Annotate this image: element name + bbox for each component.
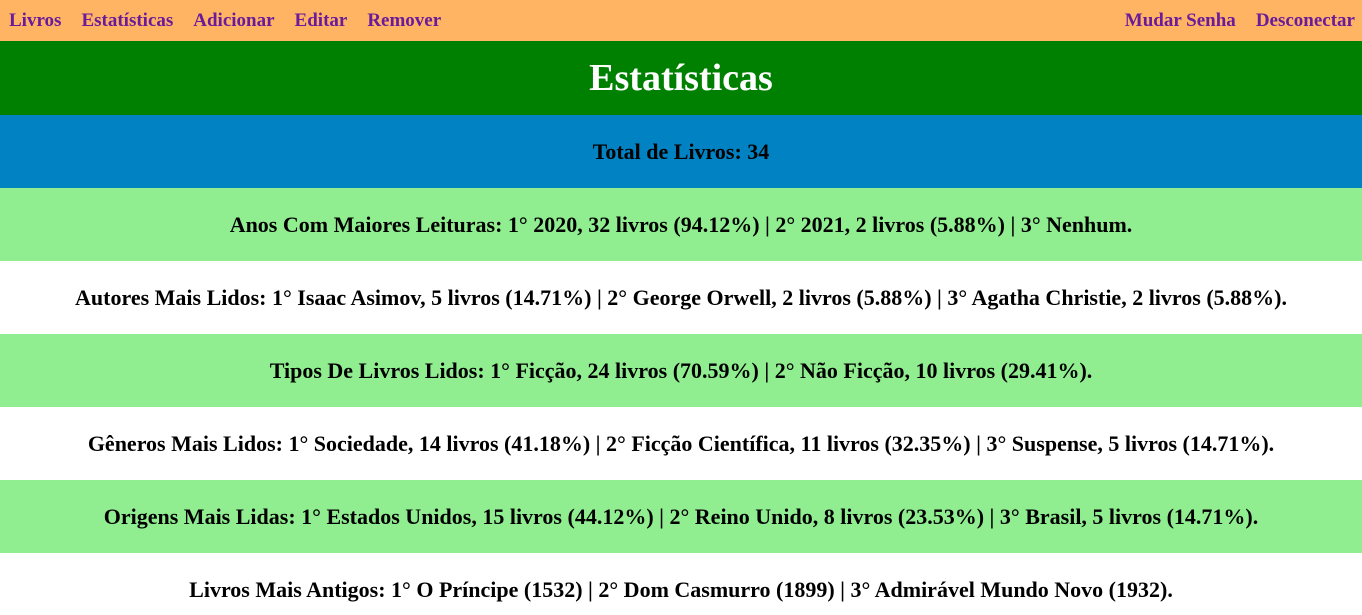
- stat-text-livros-antigos: Livros Mais Antigos: 1° O Príncipe (1532…: [189, 576, 1173, 602]
- nav-link-editar[interactable]: Editar: [294, 9, 348, 31]
- stat-row-generos: Gêneros Mais Lidos: 1° Sociedade, 14 liv…: [0, 407, 1362, 480]
- stat-row-livros-antigos: Livros Mais Antigos: 1° O Príncipe (1532…: [0, 553, 1362, 615]
- nav-link-estatisticas[interactable]: Estatísticas: [81, 9, 174, 31]
- nav-right-group: Mudar Senha Desconectar: [1125, 10, 1355, 32]
- stat-text-autores: Autores Mais Lidos: 1° Isaac Asimov, 5 l…: [75, 284, 1287, 310]
- nav-left-group: Livros Estatísticas Adicionar Editar Rem…: [9, 10, 441, 32]
- nav-link-adicionar[interactable]: Adicionar: [193, 9, 275, 31]
- stat-text-tipos: Tipos De Livros Lidos: 1° Ficção, 24 liv…: [269, 357, 1093, 383]
- page-title: Estatísticas: [589, 57, 773, 99]
- stats-list: Anos Com Maiores Leituras: 1° 2020, 32 l…: [0, 188, 1362, 615]
- nav-link-mudar-senha[interactable]: Mudar Senha: [1124, 9, 1236, 31]
- stat-row-origens: Origens Mais Lidas: 1° Estados Unidos, 1…: [0, 480, 1362, 553]
- stat-row-autores: Autores Mais Lidos: 1° Isaac Asimov, 5 l…: [0, 261, 1362, 334]
- stat-text-origens: Origens Mais Lidas: 1° Estados Unidos, 1…: [103, 503, 1259, 529]
- total-books-text: Total de Livros: 34: [592, 138, 770, 164]
- nav-link-desconectar[interactable]: Desconectar: [1255, 9, 1355, 31]
- top-navbar: Livros Estatísticas Adicionar Editar Rem…: [0, 0, 1362, 41]
- stat-text-anos: Anos Com Maiores Leituras: 1° 2020, 32 l…: [229, 211, 1133, 237]
- stat-row-anos: Anos Com Maiores Leituras: 1° 2020, 32 l…: [0, 188, 1362, 261]
- total-books-bar: Total de Livros: 34: [0, 115, 1362, 188]
- nav-link-livros[interactable]: Livros: [9, 9, 62, 31]
- stat-text-generos: Gêneros Mais Lidos: 1° Sociedade, 14 liv…: [87, 430, 1275, 456]
- page-title-bar: Estatísticas: [0, 41, 1362, 115]
- nav-link-remover[interactable]: Remover: [367, 9, 442, 31]
- stat-row-tipos: Tipos De Livros Lidos: 1° Ficção, 24 liv…: [0, 334, 1362, 407]
